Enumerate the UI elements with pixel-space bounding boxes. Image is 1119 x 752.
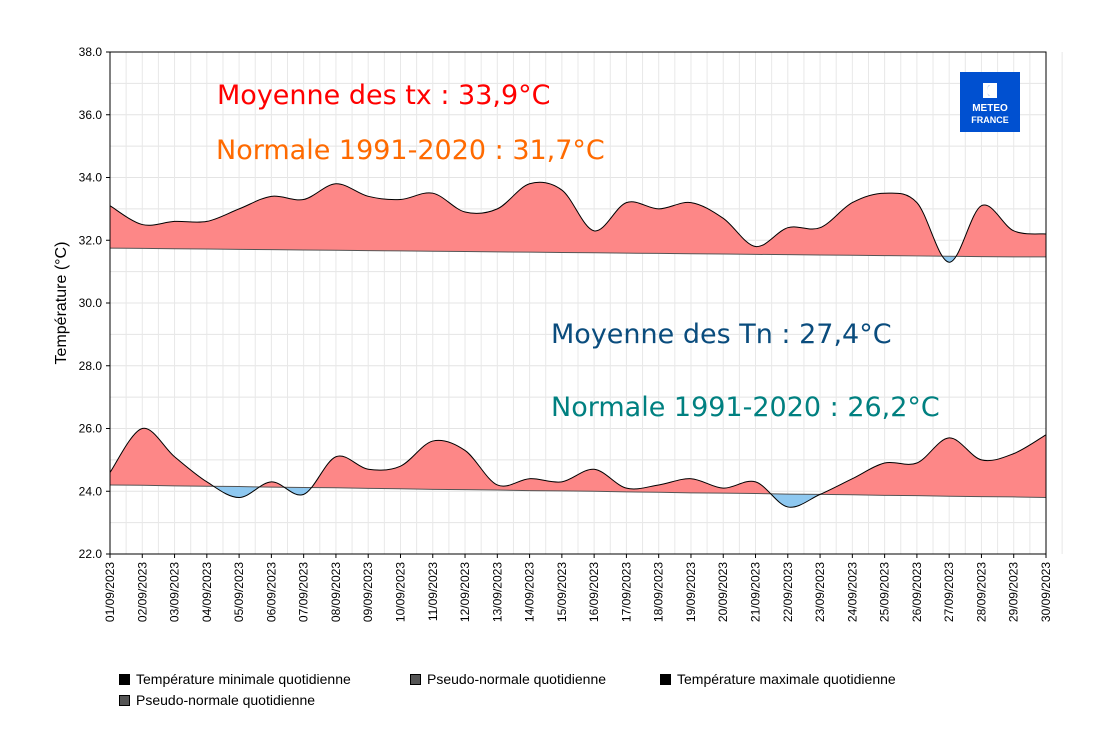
x-tick-label: 05/09/2023 [232,562,246,622]
legend-label: Température maximale quotidienne [677,671,896,687]
x-tick-label: 19/09/2023 [684,562,698,622]
y-tick-label: 26.0 [79,422,103,436]
x-tick-label: 06/09/2023 [264,562,278,622]
lines [109,181,1047,508]
x-tick-label: 20/09/2023 [716,562,730,622]
y-axis-label: Température (°C) [53,242,70,365]
tx-line [109,181,1047,263]
legend-swatch [660,673,671,685]
x-tick-label: 07/09/2023 [297,562,311,622]
x-tick-label: 30/09/2023 [1039,562,1053,622]
x-tick-label: 14/09/2023 [523,562,537,622]
y-tick-label: 36.0 [79,108,103,122]
legend-item-tn: Température minimale quotidienne [119,671,351,687]
y-tick-label: 38.0 [79,45,103,59]
legend-label: Pseudo-normale quotidienne [427,671,607,687]
x-tick-label: 25/09/2023 [878,562,892,622]
x-tick-label: 27/09/2023 [942,562,956,622]
tx-normal-line [109,247,1046,258]
svg-text:METEO: METEO [972,103,1008,114]
x-tick-label: 21/09/2023 [749,562,763,622]
x-tick-label: 17/09/2023 [619,562,633,622]
tx-above-normal-area [110,182,1046,257]
annotation-tx-normal: Normale 1991-2020 : 31,7°C [216,135,605,166]
x-tick-label: 18/09/2023 [652,562,666,622]
x-tick-label: 26/09/2023 [910,562,924,622]
legend-swatch [119,694,130,706]
legend-label: Pseudo-normale quotidienne [136,692,316,708]
annotation-tx-mean: Moyenne des tx : 33,9°C [217,80,551,111]
x-tick-label: 13/09/2023 [490,562,504,622]
x-tick-label: 01/09/2023 [103,562,117,622]
y-tick-label: 24.0 [79,484,103,498]
tn-line [109,427,1047,508]
x-tick-label: 24/09/2023 [845,562,859,622]
y-tick-label: 30.0 [79,296,103,310]
x-tick-label: 08/09/2023 [329,562,343,622]
x-tick-label: 12/09/2023 [458,562,472,622]
legend-swatch [119,673,130,685]
legend-swatch [410,673,421,685]
legend-item-tn-normal: Pseudo-normale quotidienne [410,671,606,687]
annotation-tn-mean: Moyenne des Tn : 27,4°C [551,319,892,350]
x-tick-label: 23/09/2023 [813,562,827,622]
x-tick-label: 02/09/2023 [135,562,149,622]
meteo-france-logo: METEO FRANCE [960,72,1020,132]
y-tick-label: 22.0 [79,547,103,561]
x-ticks: 01/09/2023 02/09/2023 03/09/2023 04/09/2023… [103,554,1053,622]
x-tick-label: 09/09/2023 [361,562,375,622]
tn-normal-line [109,484,1047,499]
x-tick-label: 16/09/2023 [587,562,601,622]
x-tick-label: 22/09/2023 [781,562,795,622]
y-tick-label: 32.0 [79,233,103,247]
x-tick-label: 15/09/2023 [555,562,569,622]
x-tick-label: 28/09/2023 [974,562,988,622]
x-tick-label: 04/09/2023 [200,562,214,622]
x-tick-label: 11/09/2023 [426,562,440,621]
y-tick-label: 28.0 [79,359,103,373]
legend-item-tx: Température maximale quotidienne [660,671,896,687]
legend-item-tx-normal: Pseudo-normale quotidienne [119,692,315,708]
y-tick-label: 34.0 [79,171,103,185]
x-tick-label: 29/09/2023 [1007,562,1021,622]
annotation-tn-normal: Normale 1991-2020 : 26,2°C [551,392,940,423]
y-ticks: 22.0 24.0 26.0 28.0 30.0 32.0 34.0 36.0 38.0 [79,45,110,561]
legend-label: Température minimale quotidienne [136,671,351,687]
svg-text:FRANCE: FRANCE [971,115,1009,125]
x-tick-label: 03/09/2023 [168,562,182,622]
x-tick-label: 10/09/2023 [393,562,407,622]
